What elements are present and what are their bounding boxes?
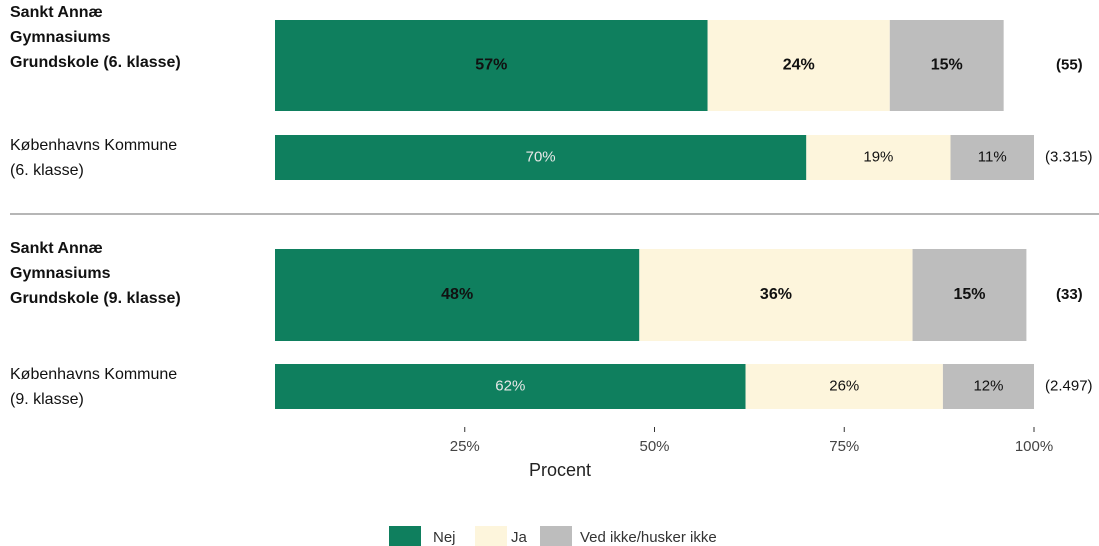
row-label: Sankt Annæ Gymnasiums Grundskole (9. kla… xyxy=(10,240,181,307)
data-label: 36% xyxy=(760,286,792,303)
count-label: (3.315) xyxy=(1045,148,1093,165)
count-label: (55) xyxy=(1056,56,1083,73)
legend-label: Ved ikke/husker ikke xyxy=(580,529,717,546)
bar-segment xyxy=(275,135,807,180)
data-label: 57% xyxy=(475,57,507,74)
data-label: 70% xyxy=(526,148,556,165)
bar-segment xyxy=(275,20,708,111)
row-label: Københavns Kommune (9. klasse) xyxy=(10,366,178,408)
bar-segment xyxy=(707,20,890,111)
count-label: (33) xyxy=(1056,286,1083,303)
bar-segment xyxy=(912,249,1027,341)
data-label: 62% xyxy=(495,377,525,394)
bar-segment xyxy=(950,135,1034,180)
data-label: 11% xyxy=(978,148,1007,165)
data-label: 26% xyxy=(829,377,859,394)
bar-segment xyxy=(639,249,913,341)
legend-swatch xyxy=(540,526,572,546)
bar-segment xyxy=(745,364,943,409)
legend-swatch xyxy=(475,526,507,546)
legend-swatch xyxy=(389,526,421,546)
bar-segment xyxy=(942,364,1034,409)
x-axis-label: Procent xyxy=(529,460,591,480)
x-tick-label: 100% xyxy=(1015,438,1053,455)
legend-label: Nej xyxy=(433,529,456,546)
data-label: 12% xyxy=(973,377,1003,394)
count-label: (2.497) xyxy=(1045,377,1093,394)
x-tick-label: 50% xyxy=(639,438,669,455)
bar-segment xyxy=(889,20,1004,111)
bar-segment xyxy=(275,364,746,409)
data-label: 15% xyxy=(931,57,963,74)
data-label: 15% xyxy=(953,286,985,303)
legend-label: Ja xyxy=(511,529,528,546)
bar-segment xyxy=(275,249,640,341)
data-label: 48% xyxy=(441,286,473,303)
x-tick-label: 75% xyxy=(829,438,859,455)
data-label: 19% xyxy=(863,148,893,165)
bar-segment xyxy=(806,135,951,180)
row-label: Københavns Kommune (6. klasse) xyxy=(10,137,178,179)
row-label: Sankt Annæ Gymnasiums Grundskole (6. kla… xyxy=(10,4,181,71)
data-label: 24% xyxy=(783,57,815,74)
x-tick-label: 25% xyxy=(450,438,480,455)
